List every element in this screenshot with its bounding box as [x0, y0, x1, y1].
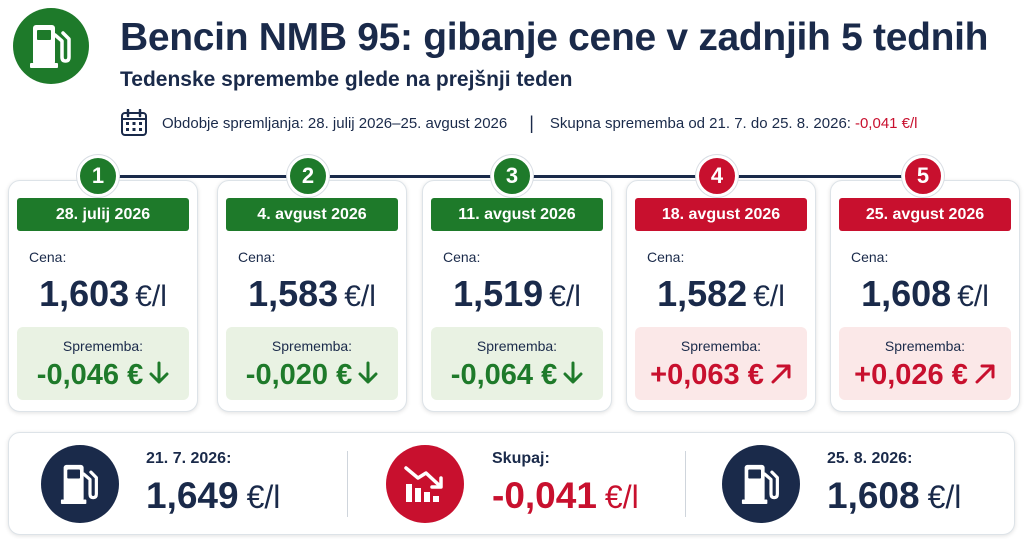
arrow-down-icon	[358, 360, 378, 393]
change-box: Sprememba: -0,020 €	[226, 327, 398, 400]
change-box: Sprememba: +0,063 €	[635, 327, 807, 400]
change-box: Sprememba: -0,046 €	[17, 327, 189, 400]
falling-chart-icon	[386, 445, 464, 523]
change-value: -0,046 €	[17, 359, 189, 393]
change-value: -0,064 €	[431, 359, 603, 393]
arrow-up-right-icon	[974, 360, 996, 393]
price-label: Cena:	[851, 249, 889, 265]
arrow-down-icon	[149, 360, 169, 393]
summary-divider	[347, 451, 348, 517]
price-value: 1,608 €/l	[861, 273, 989, 314]
total-change-value: -0,041 €/l	[854, 114, 918, 132]
week-badge-1: 1	[77, 155, 119, 197]
total-change-label: Skupna sprememba od 21. 7. do 25. 8. 202…	[549, 114, 851, 132]
week-date: 28. julij 2026	[17, 198, 189, 231]
week-date: 11. avgust 2026	[431, 198, 603, 231]
week-date: 18. avgust 2026	[635, 198, 807, 231]
change-box: Sprememba: -0,064 €	[431, 327, 603, 400]
change-label: Sprememba:	[62, 338, 144, 354]
change-label: Sprememba:	[271, 338, 353, 354]
week-badge-4: 4	[696, 155, 738, 197]
calendar-icon	[120, 109, 148, 137]
price-label: Cena:	[238, 249, 276, 265]
arrow-up-right-icon	[770, 360, 792, 393]
week-date: 25. avgust 2026	[839, 198, 1011, 231]
week-card-4: 18. avgust 2026 Cena: 1,582 €/l Sprememba…	[626, 180, 816, 412]
fuel-pump-icon	[722, 445, 800, 523]
info-separator: |	[529, 112, 534, 133]
week-card-2: 4. avgust 2026 Cena: 1,583 €/l Sprememba:…	[217, 180, 407, 412]
week-date: 4. avgust 2026	[226, 198, 398, 231]
change-label: Sprememba:	[680, 338, 762, 354]
page-subtitle: Tedenske spremembe glede na prejšnji ted…	[120, 68, 573, 91]
change-value: +0,063 €	[635, 359, 807, 393]
start-date-label: 21. 7. 2026:	[146, 450, 232, 467]
price-value: 1,582 €/l	[657, 273, 785, 314]
change-value: +0,026 €	[839, 359, 1011, 393]
fuel-pump-icon	[30, 25, 71, 68]
end-price: 1,608 €/l	[827, 475, 962, 516]
week-card-3: 11. avgust 2026 Cena: 1,519 €/l Sprememba…	[422, 180, 612, 412]
summary-panel: 21. 7. 2026: 1,649 €/l Skupaj: -0,041 €/l …	[8, 432, 1015, 535]
price-value: 1,583 €/l	[248, 273, 376, 314]
week-card-1: 28. julij 2026 Cena: 1,603 €/l Sprememba:…	[8, 180, 198, 412]
end-date-label: 25. 8. 2026:	[827, 450, 913, 467]
change-label: Sprememba:	[884, 338, 966, 354]
price-value: 1,603 €/l	[39, 273, 167, 314]
fuel-pump-icon	[41, 445, 119, 523]
change-box: Sprememba: +0,026 €	[839, 327, 1011, 400]
period-text: Obdobje spremljanja: 28. julij 2026–25. …	[162, 114, 508, 132]
total-value: -0,041 €/l	[492, 475, 639, 516]
price-value: 1,519 €/l	[453, 273, 581, 314]
start-price: 1,649 €/l	[146, 475, 281, 516]
summary-divider	[685, 451, 686, 517]
fuel-pump-logo	[13, 8, 89, 84]
price-label: Cena:	[647, 249, 685, 265]
change-value: -0,020 €	[226, 359, 398, 393]
week-badge-3: 3	[491, 155, 533, 197]
price-label: Cena:	[443, 249, 481, 265]
week-badge-2: 2	[287, 155, 329, 197]
total-label: Skupaj:	[492, 450, 550, 467]
info-bar: Obdobje spremljanja: 28. julij 2026–25. …	[120, 109, 918, 137]
week-card-5: 25. avgust 2026 Cena: 1,608 €/l Sprememba…	[830, 180, 1020, 412]
arrow-down-icon	[563, 360, 583, 393]
week-badge-5: 5	[902, 155, 944, 197]
page-title: Bencin NMB 95: gibanje cene v zadnjih 5 …	[120, 16, 989, 59]
change-label: Sprememba:	[476, 338, 558, 354]
price-label: Cena:	[29, 249, 67, 265]
